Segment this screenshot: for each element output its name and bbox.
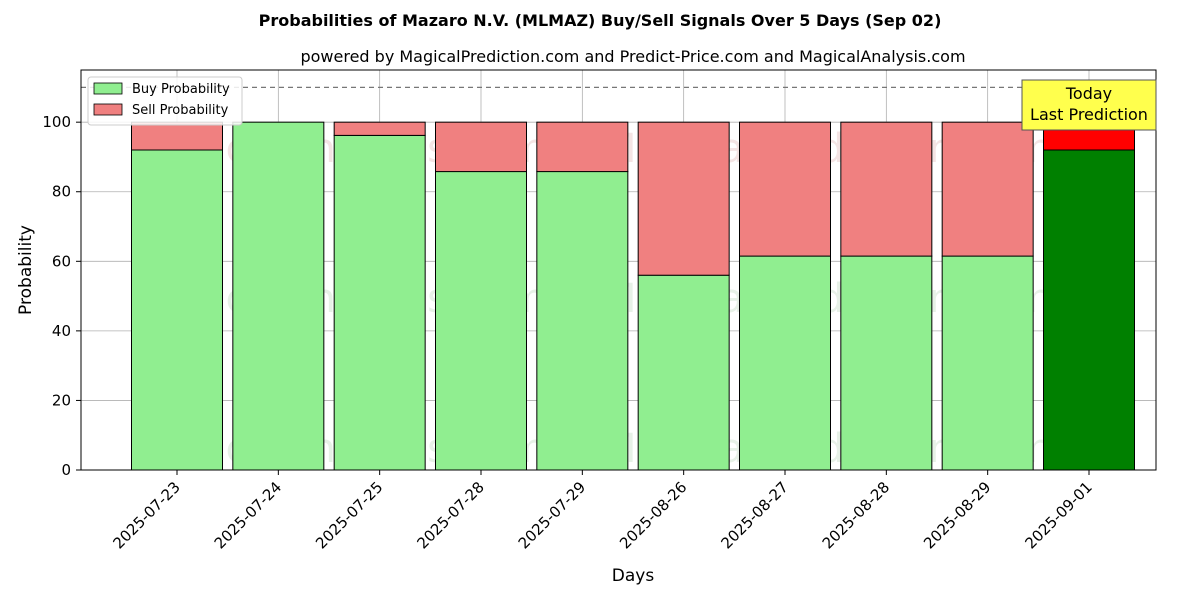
y-ticks: 0 20 40 60 80 100 [42,113,81,479]
legend-swatch-buy [93,82,123,95]
y-tick-label: 0 [61,461,71,479]
sell-bar [739,121,831,257]
chart-title: Probabilities of Mazaro N.V. (MLMAZ) Buy… [259,11,942,30]
x-tick-label: 2025-08-27 [717,478,791,552]
y-tick-label: 60 [52,252,71,270]
buy-bar [840,255,933,471]
y-tick-label: 40 [52,322,71,340]
buy-bar [1043,149,1135,471]
buy-bar [232,121,325,471]
x-tick-label: 2025-07-25 [312,478,386,552]
plot-frame [80,69,1157,471]
sell-bar [333,121,426,136]
sell-bar [435,121,527,173]
x-tick-label: 2025-08-26 [616,478,690,552]
annotation-box [1021,79,1157,131]
buy-bar [941,255,1034,471]
buy-bar [739,255,831,471]
annotation-line1: Today [1065,84,1112,103]
sell-bar [131,121,223,151]
chart-subtitle: powered by MagicalPrediction.com and Pre… [300,47,965,66]
x-tick-label: 2025-08-28 [819,478,893,552]
legend-box [87,76,243,126]
annotation-line2: Last Prediction [1030,105,1148,124]
buy-bar [131,149,223,471]
sell-bar [840,121,933,257]
bars [131,121,1135,471]
x-tick-label: 2025-09-01 [1021,478,1095,552]
sell-bar [536,121,629,173]
legend-swatch-sell [93,103,123,116]
y-axis-label: Probability [16,225,36,315]
buy-bar [333,134,426,471]
x-tick-label: 2025-07-23 [109,478,183,552]
x-tick-label: 2025-07-29 [515,478,589,552]
y-tick-label: 20 [52,391,71,409]
sell-bar [941,121,1034,257]
legend: Buy Probability Sell Probability [87,76,243,126]
today-annotation: Today Last Prediction [1021,79,1157,131]
x-tick-label: 2025-07-28 [413,478,487,552]
sell-bar [637,121,730,276]
x-tick-label: 2025-08-29 [920,478,994,552]
buy-bar [637,274,730,471]
y-tick-label: 80 [52,183,71,201]
x-axis-label: Days [612,566,655,586]
buy-bar [536,171,629,471]
x-tick-label: 2025-07-24 [211,478,285,552]
legend-label-sell: Sell Probability [132,103,229,118]
legend-label-buy: Buy Probability [132,82,230,97]
buy-bar [435,171,527,471]
x-ticks: 2025-07-23 2025-07-24 2025-07-25 2025-07-28… [109,470,1096,552]
y-tick-label: 100 [42,113,71,131]
